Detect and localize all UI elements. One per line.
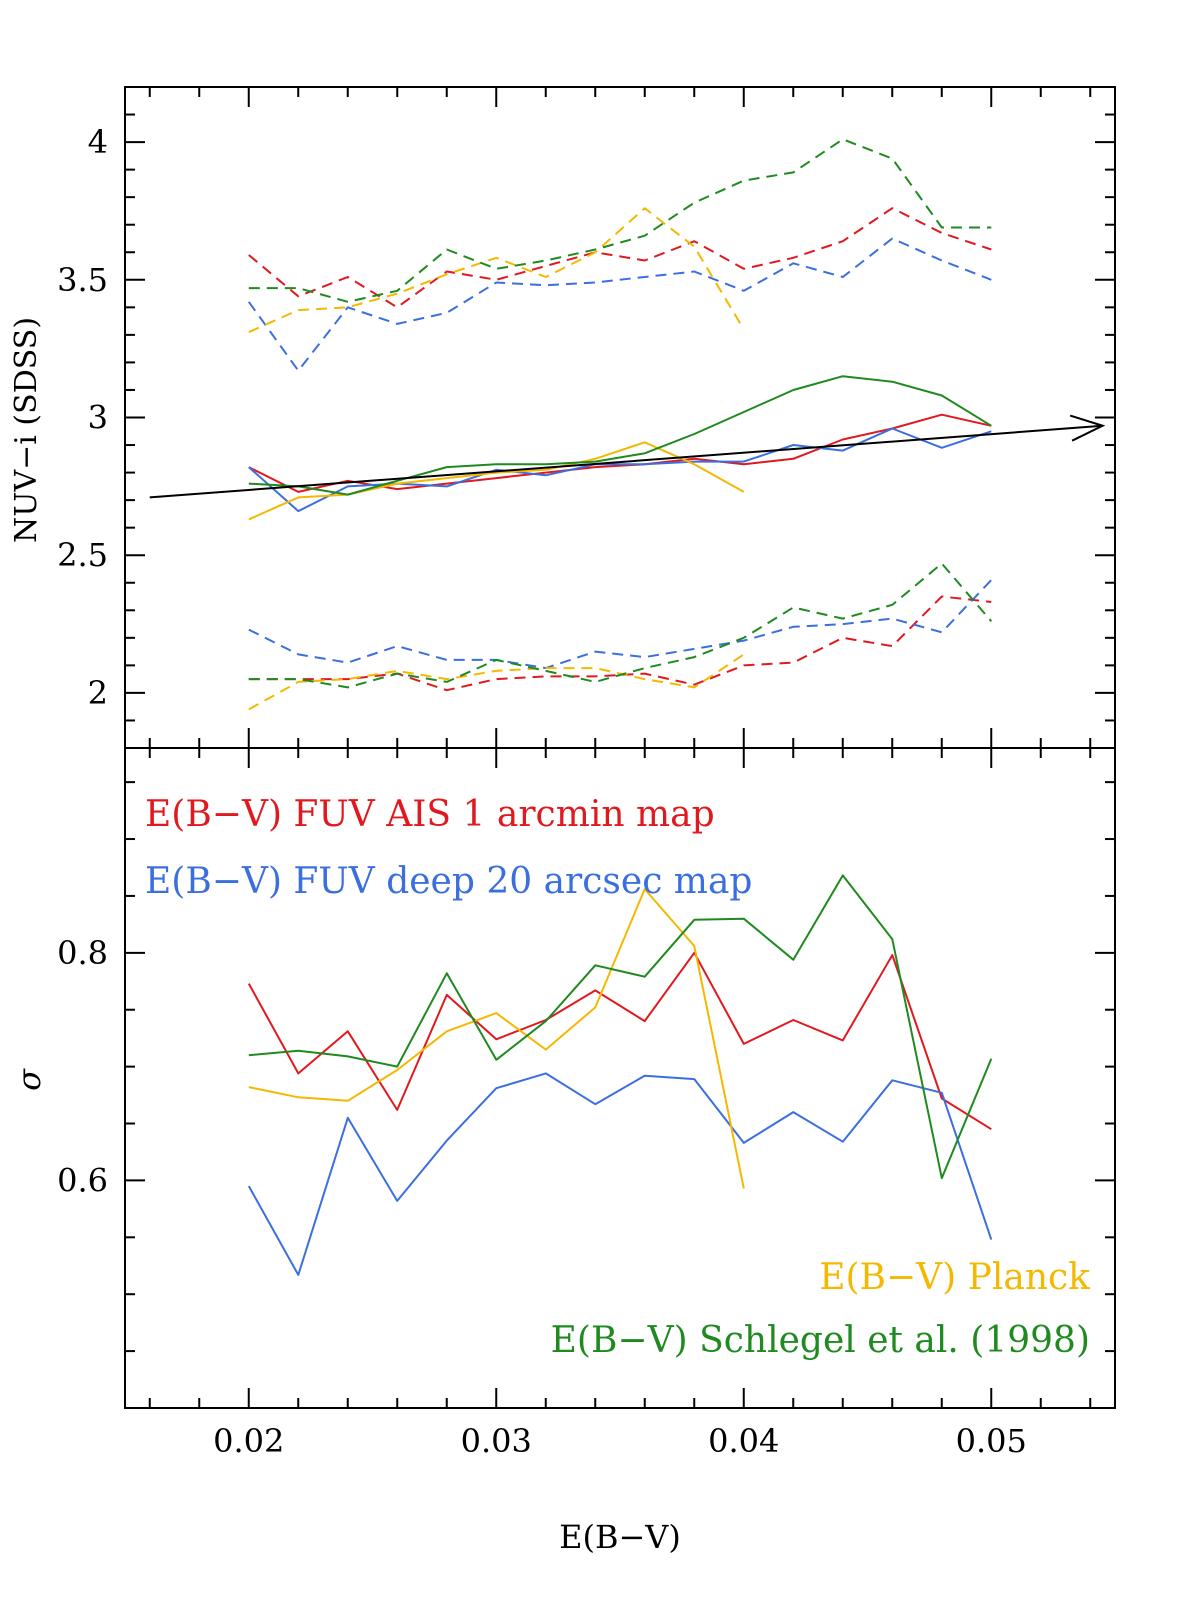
bottom-axis-ticks xyxy=(125,748,1115,1409)
bottom-y-tick-labels: 0.6 0.8 xyxy=(57,934,108,1200)
bottom-series-3 xyxy=(248,874,993,1180)
top-y-tick-label: 3.5 xyxy=(57,261,108,299)
x-tick-label: 0.05 xyxy=(956,1422,1027,1460)
x-tick-label: 0.04 xyxy=(708,1422,779,1460)
top-series-10 xyxy=(248,653,745,711)
top-series-1 xyxy=(247,237,992,372)
bottom-series-0 xyxy=(247,951,992,1131)
x-tick-label: 0.02 xyxy=(213,1422,284,1460)
top-series-0 xyxy=(248,207,992,309)
top-y-tick-label: 2 xyxy=(88,674,108,712)
bottom-series-2 xyxy=(248,888,745,1189)
legend-fuv-ais: E(B−V) FUV AIS 1 arcmin map xyxy=(145,794,715,835)
legend-fuv-deep: E(B−V) FUV deep 20 arcsec map xyxy=(145,861,752,902)
top-series-group xyxy=(247,138,993,711)
bottom-y-axis-label: σ xyxy=(10,1068,48,1091)
top-series-8 xyxy=(248,595,992,692)
top-series-3 xyxy=(248,138,992,303)
bottom-panel: 0.6 0.8 0.02 0.03 0.04 0.05 σ E(B−V) FUV AIS… xyxy=(10,748,1115,1460)
x-tick-label: 0.03 xyxy=(461,1422,532,1460)
bottom-panel-frame xyxy=(124,747,1116,1409)
top-series-5 xyxy=(248,427,992,513)
top-y-tick-label: 2.5 xyxy=(57,536,108,574)
bottom-y-tick-label: 0.8 xyxy=(57,934,108,972)
bottom-series-group xyxy=(247,874,993,1276)
top-y-axis-label: NUV−i (SDSS) xyxy=(9,317,44,543)
top-series-7 xyxy=(248,375,992,496)
x-axis-label: E(B−V) xyxy=(559,1518,681,1556)
top-y-tick-label: 4 xyxy=(88,123,108,161)
arrow-shaft xyxy=(149,424,1103,499)
top-series-11 xyxy=(248,562,993,689)
top-series-2 xyxy=(248,207,745,334)
top-y-tick-labels: 2 2.5 3 3.5 4 xyxy=(57,123,108,712)
bottom-series-1 xyxy=(247,1072,993,1276)
top-panel: 2 2.5 3 3.5 4 NUV−i (SDSS) xyxy=(9,86,1115,749)
arrow-head xyxy=(1069,414,1106,442)
top-series-6 xyxy=(248,441,745,521)
top-y-tick-label: 3 xyxy=(88,399,108,437)
legend-schlegel: E(B−V) Schlegel et al. (1998) xyxy=(551,1320,1090,1361)
bottom-y-tick-label: 0.6 xyxy=(57,1161,108,1199)
x-tick-labels: 0.02 0.03 0.04 0.05 xyxy=(213,1422,1027,1460)
top-series-9 xyxy=(248,579,993,670)
legend-planck: E(B−V) Planck xyxy=(819,1257,1091,1298)
reddening-arrow xyxy=(149,414,1106,499)
